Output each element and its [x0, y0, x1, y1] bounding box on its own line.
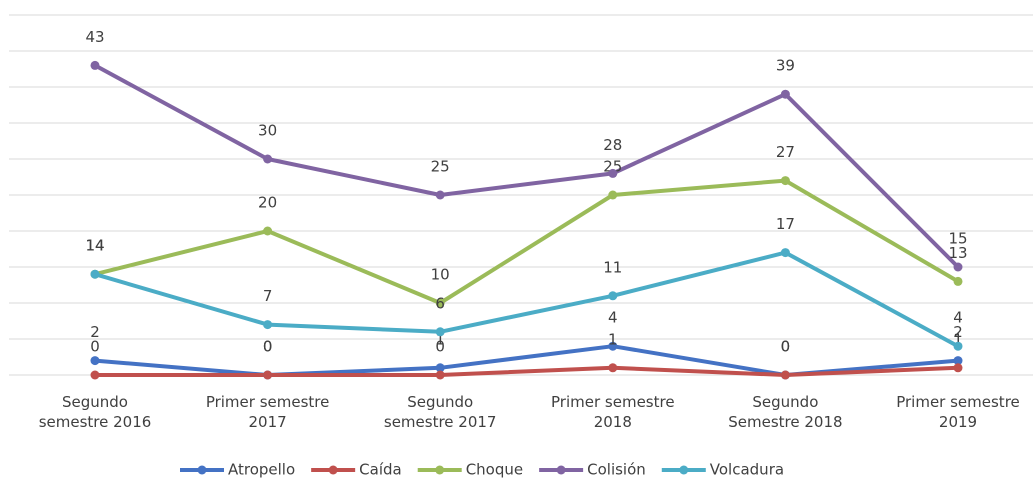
data-label: 0 [263, 338, 273, 356]
data-label: 1 [953, 330, 963, 348]
data-label: 39 [776, 57, 795, 75]
x-tick-label: Segundo Semestre 2018 [728, 393, 843, 431]
data-label: 17 [776, 215, 795, 233]
point [435, 298, 445, 308]
data-label: 0 [90, 338, 100, 356]
point [608, 363, 618, 373]
point [608, 168, 618, 178]
data-label: 0 [263, 338, 273, 356]
series-line [95, 365, 959, 377]
point [780, 248, 790, 258]
point [90, 269, 100, 279]
legend-label: Choque [466, 461, 523, 479]
legend-marker [435, 465, 445, 475]
point [953, 262, 963, 272]
point [263, 154, 273, 164]
data-label: 43 [85, 28, 104, 46]
data-label: 6 [435, 294, 445, 312]
data-label: 4 [953, 309, 963, 327]
point [263, 226, 273, 236]
data-label: 28 [603, 136, 622, 154]
data-label: 0 [781, 338, 791, 356]
point [780, 370, 790, 380]
data-label: 4 [608, 309, 618, 327]
series-line [94, 63, 960, 269]
data-label: 2 [90, 323, 100, 341]
data-label: 14 [85, 237, 104, 255]
point [435, 190, 445, 200]
x-tick-label: Primer semestre 2019 [896, 393, 1020, 431]
point [435, 363, 445, 373]
legend-label: Volcadura [710, 461, 784, 479]
data-label: 13 [948, 244, 967, 262]
data-label: 10 [431, 266, 450, 284]
data-label: 25 [603, 158, 622, 176]
point [263, 320, 273, 330]
x-tick-label: Primer semestre 2017 [205, 393, 330, 431]
x-tick-label: Primer semestre 2018 [551, 393, 675, 431]
point [608, 291, 618, 301]
data-label: 1 [435, 330, 445, 348]
data-label: 7 [263, 287, 273, 305]
point [608, 341, 618, 351]
data-label: 25 [431, 158, 450, 176]
point [953, 356, 963, 366]
data-label: 11 [603, 258, 622, 276]
point [608, 190, 618, 200]
data-label: 1 [608, 330, 618, 348]
data-label: 0 [781, 338, 791, 356]
legend-label: Caída [359, 461, 402, 479]
legend-label: Colisión [587, 461, 646, 479]
point [90, 370, 100, 380]
point [263, 370, 273, 380]
x-tick-label: Segundo semestre 2016 [38, 393, 152, 431]
legend-label: Atropello [228, 461, 295, 479]
point [435, 327, 445, 337]
legend-marker [328, 465, 338, 475]
point [953, 363, 963, 373]
legend-marker [679, 465, 689, 475]
data-label: 15 [948, 230, 967, 248]
point [90, 356, 100, 366]
point [780, 176, 790, 186]
point [90, 60, 100, 70]
series-line [94, 178, 960, 305]
x-tick-label: Segundo semestre 2017 [383, 393, 497, 431]
point [780, 89, 790, 99]
data-label: 0 [435, 338, 445, 356]
data-label: 2 [953, 323, 963, 341]
data-label: 14 [85, 237, 104, 255]
point [953, 276, 963, 286]
point [953, 341, 963, 351]
data-label: 30 [258, 122, 277, 140]
data-label: 20 [258, 194, 277, 212]
series-line [94, 250, 959, 348]
legend-marker [197, 465, 207, 475]
legend-marker [556, 465, 566, 475]
data-label: 27 [776, 143, 795, 161]
point [435, 370, 445, 380]
